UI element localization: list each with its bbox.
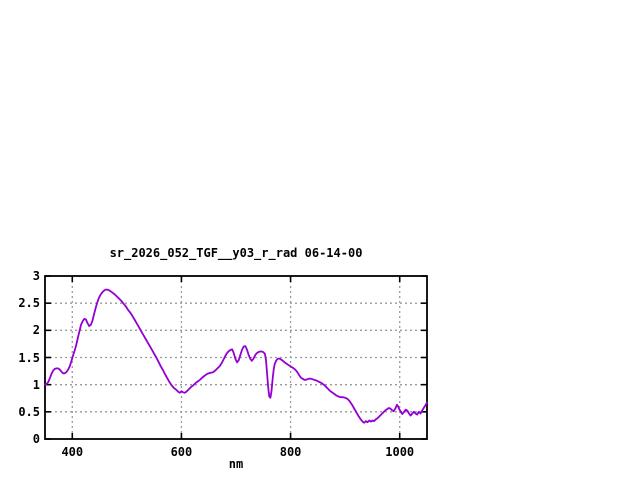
x-axis-title: nm (228, 457, 244, 471)
x-tick-label: 600 (170, 445, 193, 459)
x-tick-label: 1000 (385, 445, 415, 459)
y-tick-label: 0 (32, 432, 40, 446)
y-tick-label: 1 (32, 377, 40, 392)
x-tick-label: 400 (61, 445, 84, 459)
y-tick-label: 1.5 (18, 350, 40, 365)
plot-frame (44, 275, 428, 440)
y-tick-label: 2 (32, 323, 40, 338)
x-tick-label: 800 (279, 445, 302, 459)
spectrum-curve (44, 288, 428, 424)
chart-title: sr_2026_052_TGF__y03_r_rad 06-14-00 (109, 246, 363, 260)
y-tick-label: 3 (32, 269, 40, 283)
y-tick-label: 0.5 (18, 404, 40, 419)
y-tick-label: 2.5 (18, 296, 40, 311)
